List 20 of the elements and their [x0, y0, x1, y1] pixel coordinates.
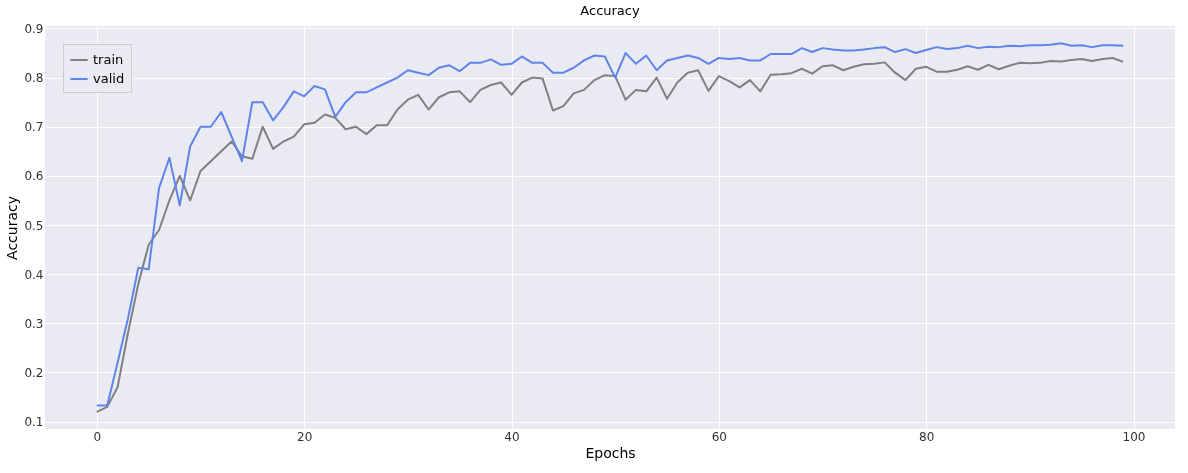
x-tick-label: 80 [919, 429, 935, 444]
y-tick-label: 0.9 [24, 21, 44, 36]
legend-label: train [93, 52, 124, 67]
x-tick-label: 20 [297, 429, 313, 444]
x-tick-label: 0 [93, 429, 102, 444]
x-tick-label: 100 [1122, 429, 1146, 444]
y-tick-label: 0.8 [24, 71, 44, 86]
y-tick-label: 0.7 [24, 120, 44, 135]
y-tick-label: 0.6 [24, 169, 44, 184]
y-tick-label: 0.1 [24, 415, 44, 430]
x-tick-label: 40 [504, 429, 520, 444]
y-axis-title: Accuracy [4, 196, 21, 260]
legend-label: valid [93, 71, 125, 86]
y-tick-label: 0.3 [24, 316, 44, 331]
y-tick-label: 0.2 [24, 365, 44, 380]
y-tick-label: 0.4 [24, 267, 44, 282]
x-tick-label: 60 [711, 429, 727, 444]
x-axis-title: Epochs [585, 444, 636, 461]
chart-title: Accuracy [580, 3, 640, 19]
y-tick-label: 0.5 [24, 218, 44, 233]
